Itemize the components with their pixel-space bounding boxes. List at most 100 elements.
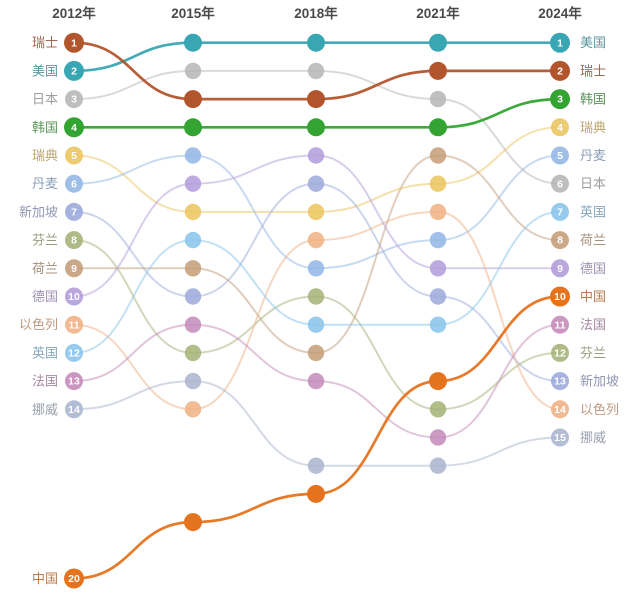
dot-日本-2021年 bbox=[429, 90, 447, 108]
rank-badge-法国-2012年 bbox=[65, 372, 83, 391]
country-label-left-英国: 英国 bbox=[32, 345, 58, 360]
year-header-2018: 2018年 bbox=[294, 5, 338, 21]
dot-美国-2018年 bbox=[307, 33, 325, 52]
dot-德国-2021年 bbox=[429, 260, 447, 277]
country-label-left-德国: 德国 bbox=[32, 289, 58, 304]
country-label-left-以色列: 以色列 bbox=[19, 317, 58, 332]
rank-badge-瑞典-2024年 bbox=[551, 118, 569, 137]
rank-badge-瑞士-2024年 bbox=[550, 60, 570, 81]
rank-number-日本-2012年: 3 bbox=[71, 94, 77, 106]
rank-badge-新加坡-2024年 bbox=[551, 372, 569, 391]
rank-number-以色列-2012年: 11 bbox=[68, 319, 79, 331]
dot-瑞典-2015年 bbox=[184, 203, 202, 221]
dot-瑞典-2021年 bbox=[429, 175, 447, 192]
rank-number-德国-2024年: 9 bbox=[557, 263, 563, 275]
rank-number-韩国-2012年: 4 bbox=[71, 122, 77, 134]
rank-number-法国-2024年: 11 bbox=[554, 319, 565, 331]
dot-瑞士-2021年 bbox=[429, 61, 447, 80]
country-label-left-韩国: 韩国 bbox=[32, 120, 58, 135]
rank-badge-荷兰-2024年 bbox=[551, 231, 569, 250]
rank-badge-挪威-2012年 bbox=[65, 400, 83, 419]
dot-韩国-2018年 bbox=[307, 118, 325, 137]
rank-number-法国-2012年: 13 bbox=[68, 376, 80, 388]
dot-丹麦-2015年 bbox=[184, 147, 202, 164]
dot-丹麦-2018年 bbox=[307, 260, 325, 277]
rank-badge-丹麦-2012年 bbox=[65, 174, 83, 193]
rank-number-美国-2024年: 1 bbox=[557, 37, 563, 49]
country-label-left-法国: 法国 bbox=[32, 374, 58, 389]
country-label-right-荷兰: 荷兰 bbox=[580, 233, 606, 248]
dot-德国-2015年 bbox=[184, 175, 202, 192]
dot-挪威-2018年 bbox=[307, 457, 325, 474]
rank-number-瑞典-2012年: 5 bbox=[71, 150, 77, 162]
dot-荷兰-2018年 bbox=[307, 344, 325, 362]
country-label-right-英国: 英国 bbox=[580, 204, 606, 219]
rank-badge-英国-2012年 bbox=[65, 343, 83, 362]
dot-芬兰-2015年 bbox=[184, 344, 202, 362]
rank-number-英国-2024年: 7 bbox=[557, 207, 563, 219]
dot-法国-2018年 bbox=[307, 372, 325, 390]
dot-中国-2018年 bbox=[307, 484, 325, 503]
dot-韩国-2015年 bbox=[184, 118, 202, 137]
country-label-right-丹麦: 丹麦 bbox=[580, 148, 606, 163]
rank-badge-美国-2024年 bbox=[550, 32, 570, 53]
rank-number-日本-2024年: 6 bbox=[557, 178, 563, 190]
rank-number-中国-2024年: 10 bbox=[554, 291, 566, 303]
year-header-2021: 2021年 bbox=[416, 5, 460, 21]
rank-number-以色列-2024年: 14 bbox=[554, 404, 566, 416]
rank-number-挪威-2024年: 15 bbox=[554, 432, 566, 444]
dot-日本-2018年 bbox=[307, 62, 325, 80]
rank-number-瑞士-2024年: 2 bbox=[557, 66, 563, 78]
rank-number-丹麦-2024年: 5 bbox=[557, 150, 563, 162]
country-label-right-日本: 日本 bbox=[580, 176, 606, 191]
rank-number-新加坡-2024年: 13 bbox=[554, 376, 566, 388]
rank-number-韩国-2024年: 3 bbox=[557, 94, 563, 106]
country-label-right-美国: 美国 bbox=[580, 35, 606, 50]
rank-number-芬兰-2024年: 12 bbox=[554, 348, 566, 360]
country-label-right-瑞典: 瑞典 bbox=[580, 120, 606, 135]
dot-荷兰-2021年 bbox=[429, 147, 447, 164]
country-label-right-瑞士: 瑞士 bbox=[580, 63, 606, 78]
country-label-left-挪威: 挪威 bbox=[32, 402, 58, 417]
country-label-right-以色列: 以色列 bbox=[580, 402, 619, 417]
rank-badge-日本-2024年 bbox=[551, 174, 569, 193]
dot-瑞士-2018年 bbox=[307, 90, 325, 109]
rank-badge-中国-2012年 bbox=[64, 568, 84, 589]
rank-badge-以色列-2012年 bbox=[65, 315, 83, 334]
dot-以色列-2021年 bbox=[429, 203, 447, 221]
rank-number-新加坡-2012年: 7 bbox=[71, 207, 77, 219]
dot-瑞典-2018年 bbox=[307, 203, 325, 221]
country-label-left-日本: 日本 bbox=[32, 92, 58, 107]
rank-number-美国-2012年: 2 bbox=[71, 66, 77, 78]
dot-英国-2021年 bbox=[429, 316, 447, 333]
series-line-中国 bbox=[72, 295, 562, 580]
dot-韩国-2021年 bbox=[429, 118, 447, 137]
rank-badge-英国-2024年 bbox=[551, 202, 569, 221]
rank-badge-美国-2012年 bbox=[64, 60, 84, 81]
dot-芬兰-2021年 bbox=[429, 401, 447, 418]
rank-badge-挪威-2024年 bbox=[551, 428, 569, 447]
rank-badge-丹麦-2024年 bbox=[551, 146, 569, 165]
country-label-right-韩国: 韩国 bbox=[580, 92, 606, 107]
rank-badge-荷兰-2012年 bbox=[65, 259, 83, 278]
dot-美国-2015年 bbox=[184, 33, 202, 52]
dot-挪威-2021年 bbox=[429, 457, 447, 474]
country-label-right-挪威: 挪威 bbox=[580, 430, 606, 445]
dot-中国-2021年 bbox=[429, 372, 447, 391]
rank-badge-德国-2024年 bbox=[551, 259, 569, 278]
country-label-right-芬兰: 芬兰 bbox=[580, 345, 606, 360]
country-label-right-德国: 德国 bbox=[580, 261, 606, 276]
country-label-left-芬兰: 芬兰 bbox=[32, 233, 58, 248]
rank-number-中国-2012年: 20 bbox=[68, 573, 80, 585]
dot-法国-2015年 bbox=[184, 316, 202, 333]
dot-法国-2021年 bbox=[429, 429, 447, 446]
dot-瑞士-2015年 bbox=[184, 90, 202, 109]
rank-number-芬兰-2012年: 8 bbox=[71, 235, 77, 247]
rank-badge-德国-2012年 bbox=[65, 287, 83, 306]
country-label-left-瑞士: 瑞士 bbox=[32, 35, 58, 50]
country-label-left-荷兰: 荷兰 bbox=[32, 261, 58, 276]
rank-number-德国-2012年: 10 bbox=[68, 291, 80, 303]
year-header-2015: 2015年 bbox=[171, 5, 215, 21]
dot-美国-2021年 bbox=[429, 33, 447, 52]
